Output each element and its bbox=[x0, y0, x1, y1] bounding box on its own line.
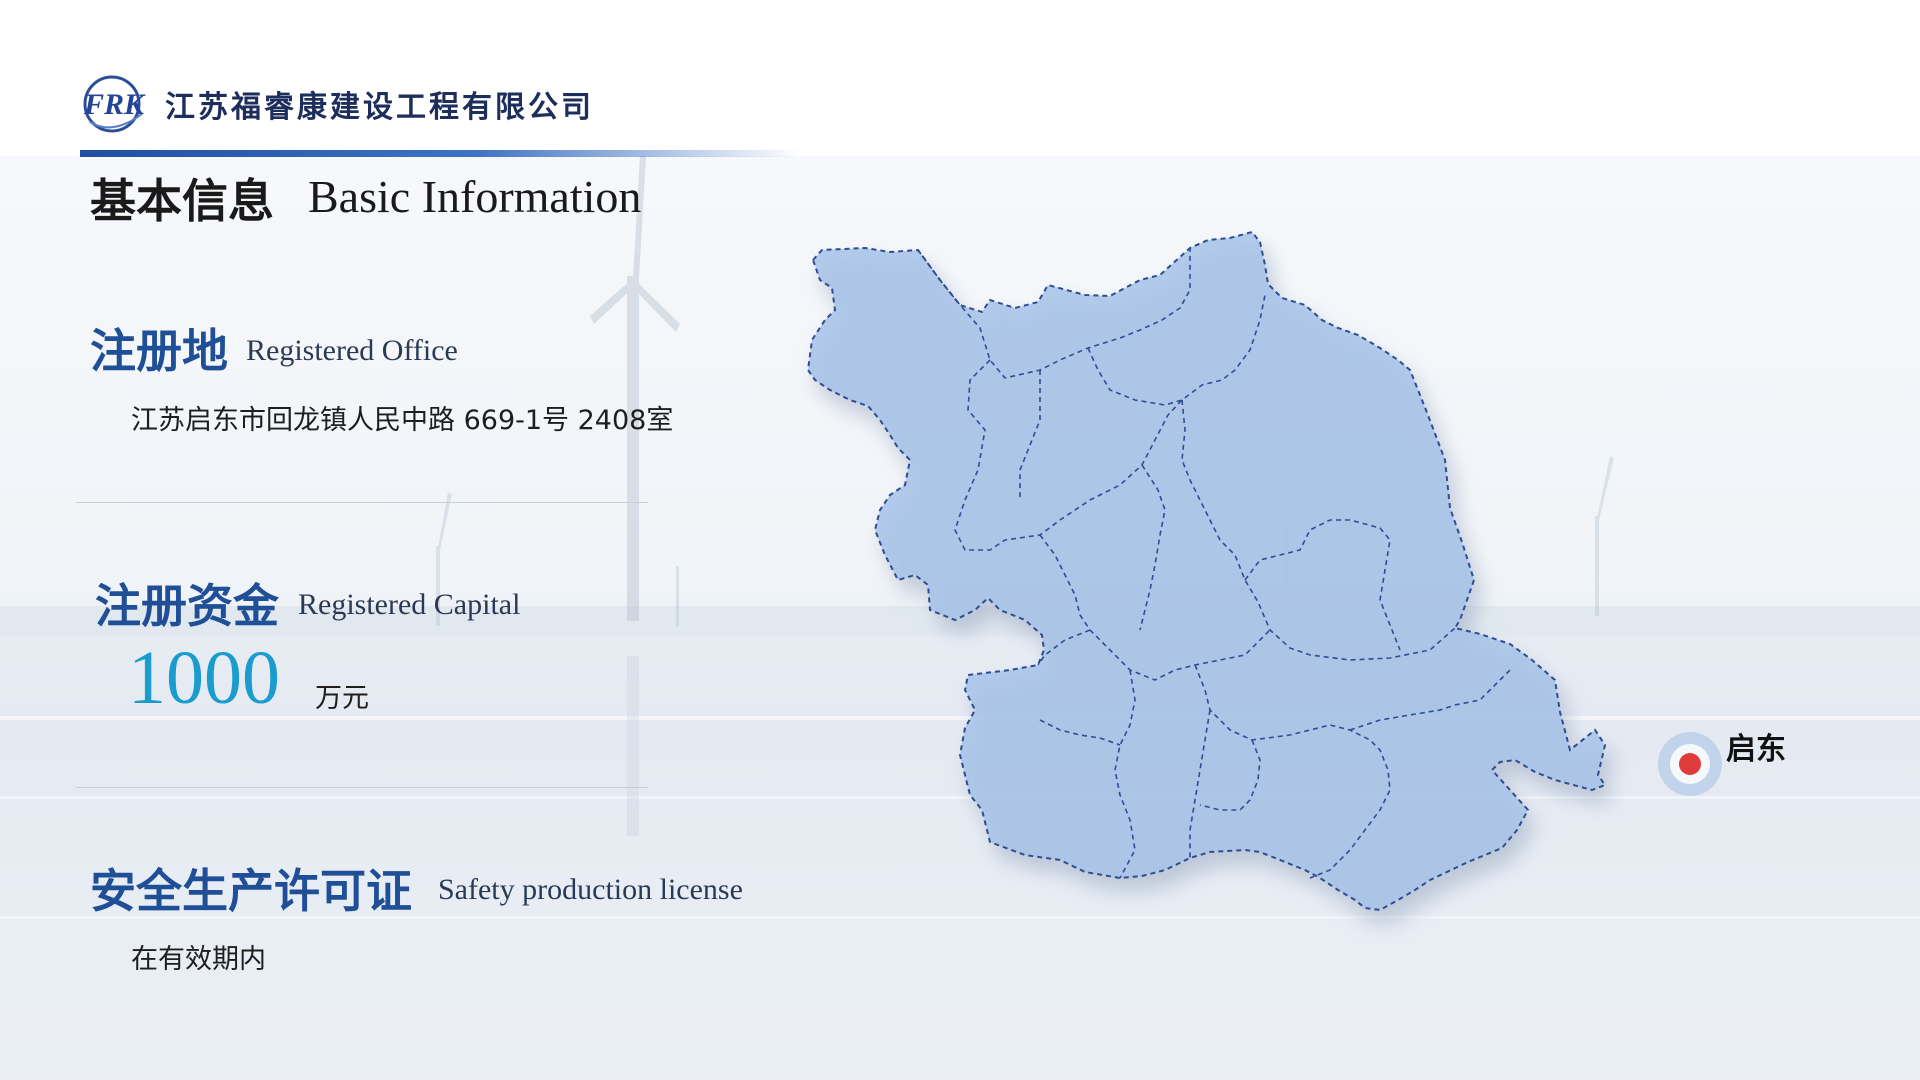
safety-license-label-en: Safety production license bbox=[438, 873, 743, 906]
header-divider bbox=[80, 150, 800, 157]
qidong-marker bbox=[1658, 732, 1722, 796]
logo-text: FRK bbox=[83, 88, 146, 121]
wind-turbine-background bbox=[0, 156, 1920, 1080]
registered-office-label-cn: 注册地 bbox=[90, 324, 228, 378]
page-title-cn: 基本信息 bbox=[90, 174, 274, 228]
safety-license-value: 在有效期内 bbox=[131, 944, 266, 975]
prefecture-borders bbox=[917, 248, 1511, 879]
registered-capital-label-cn: 注册资金 bbox=[95, 579, 279, 633]
map-location-label: 启东 bbox=[1726, 732, 1786, 767]
company-name: 江苏福睿康建设工程有限公司 bbox=[165, 90, 594, 125]
registered-capital-unit: 万元 bbox=[315, 683, 369, 714]
safety-license-label-cn: 安全生产许可证 bbox=[90, 864, 412, 918]
section-divider bbox=[76, 502, 648, 503]
page-title-en: Basic Information bbox=[308, 171, 642, 222]
registered-capital-label-en: Registered Capital bbox=[298, 588, 521, 621]
province-outline bbox=[806, 230, 1607, 912]
registered-capital-amount: 1000 bbox=[128, 636, 280, 720]
registered-office-label-en: Registered Office bbox=[246, 334, 458, 367]
company-logo: FRK bbox=[82, 74, 154, 134]
registered-office-value: 江苏启东市回龙镇人民中路 669-1号 2408室 bbox=[131, 405, 674, 436]
section-divider bbox=[76, 787, 648, 788]
jiangsu-map bbox=[790, 210, 1750, 950]
